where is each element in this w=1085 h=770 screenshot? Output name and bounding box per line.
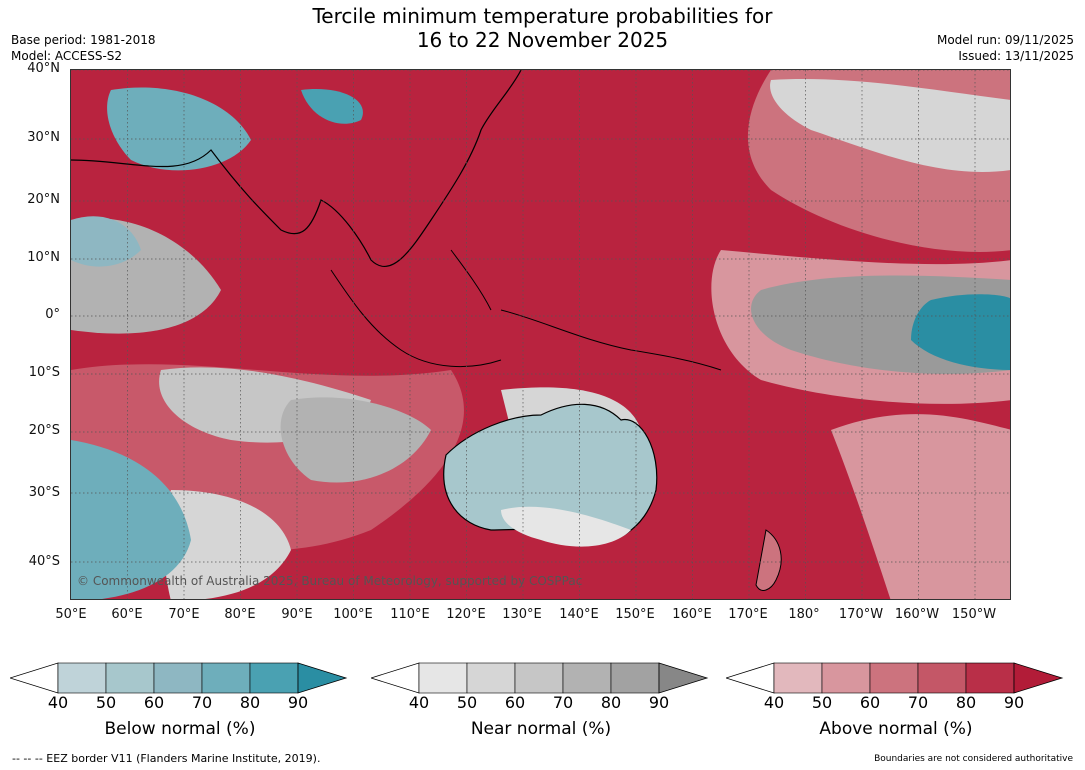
colorbar-tick-label: 50 xyxy=(95,693,117,712)
lat-tick: 10°N xyxy=(27,250,60,265)
lat-tick: 20°S xyxy=(28,423,60,438)
colorbar-below-normal xyxy=(8,661,350,695)
lon-tick: 70°E xyxy=(168,607,200,622)
lat-tick: 40°S xyxy=(28,554,60,569)
lat-tick: 0° xyxy=(45,307,60,322)
lat-tick: 30°S xyxy=(28,485,60,500)
colorbar-below-normal-label: Below normal (%) xyxy=(104,719,256,739)
colorbar-above-normal-label: Above normal (%) xyxy=(819,719,973,739)
base-period: Base period: 1981-2018 xyxy=(11,33,156,47)
map-area xyxy=(70,69,1011,600)
colorbar-min-extend xyxy=(369,662,420,694)
colorbar-tick-label: 70 xyxy=(191,693,213,712)
colorbar-segment xyxy=(965,662,1015,694)
meta-right: Model run: 09/11/2025 Issued: 13/11/2025 xyxy=(937,32,1074,64)
colorbar-tick-label: 90 xyxy=(287,693,309,712)
colorbar-tick-label: 40 xyxy=(763,693,785,712)
lon-tick: 100°E xyxy=(333,607,373,622)
colorbar-segment xyxy=(514,662,564,694)
colorbar-max-extend xyxy=(658,662,709,694)
lat-tick: 30°N xyxy=(27,130,60,145)
colorbar-above-normal xyxy=(724,661,1066,695)
lon-tick: 150°W xyxy=(951,607,997,622)
colorbar-segment xyxy=(201,662,251,694)
lon-tick: 50°E xyxy=(55,607,87,622)
copyright-notice: © Commonwealth of Australia 2025, Bureau… xyxy=(77,574,583,588)
lon-tick: 170°E xyxy=(728,607,768,622)
colorbar-segment xyxy=(869,662,919,694)
lon-tick: 140°E xyxy=(559,607,599,622)
colorbar-near-normal xyxy=(369,661,711,695)
colorbar-tick-label: 50 xyxy=(456,693,478,712)
colorbar-tick-label: 60 xyxy=(504,693,526,712)
australia-landmass xyxy=(443,403,658,544)
colorbar-segment xyxy=(249,662,299,694)
graticule xyxy=(71,70,1010,599)
lon-tick: 170°W xyxy=(838,607,884,622)
colorbar-tick-label: 90 xyxy=(648,693,670,712)
colorbar-max-extend xyxy=(1013,662,1064,694)
eez-border-note: -- -- -- EEZ border V11 (Flanders Marine… xyxy=(12,752,321,765)
lon-tick: 180° xyxy=(788,607,820,622)
colorbar-tick-label: 90 xyxy=(1003,693,1025,712)
colorbar-max-extend xyxy=(297,662,348,694)
colorbar-segment xyxy=(153,662,203,694)
lon-tick: 130°E xyxy=(502,607,542,622)
issued-date: Issued: 13/11/2025 xyxy=(958,49,1074,63)
lon-tick: 80°E xyxy=(224,607,256,622)
colorbar-tick-label: 60 xyxy=(859,693,881,712)
colorbar-min-extend xyxy=(8,662,59,694)
colorbar-above-normal-graphic xyxy=(724,662,1064,694)
colorbar-tick-label: 40 xyxy=(47,693,69,712)
colorbar-tick-label: 60 xyxy=(143,693,165,712)
colorbar-segment xyxy=(610,662,660,694)
colorbar-tick-label: 80 xyxy=(600,693,622,712)
colorbar-tick-label: 40 xyxy=(408,693,430,712)
colorbar-below-normal-graphic xyxy=(8,662,348,694)
colorbar-segment xyxy=(917,662,967,694)
map-canvas xyxy=(71,70,1010,599)
colorbar-segment xyxy=(418,662,468,694)
colorbar-segment xyxy=(57,662,107,694)
colorbar-tick-label: 80 xyxy=(955,693,977,712)
map-title: Tercile minimum temperature probabilitie… xyxy=(0,4,1085,52)
lat-tick: 20°N xyxy=(27,192,60,207)
colorbar-min-extend xyxy=(724,662,775,694)
lon-tick: 60°E xyxy=(111,607,143,622)
lat-tick: 10°S xyxy=(28,365,60,380)
colorbar-near-normal-graphic xyxy=(369,662,709,694)
colorbar-near-normal-label: Near normal (%) xyxy=(470,719,612,739)
lon-tick: 120°E xyxy=(446,607,486,622)
lon-tick: 150°E xyxy=(615,607,655,622)
model-run: Model run: 09/11/2025 xyxy=(936,33,1074,47)
meta-left: Base period: 1981-2018 Model: ACCESS-S2 xyxy=(11,32,156,64)
colorbar-tick-label: 80 xyxy=(239,693,261,712)
colorbar-segment xyxy=(466,662,516,694)
lon-tick: 110°E xyxy=(390,607,430,622)
colorbar-tick-label: 70 xyxy=(552,693,574,712)
title-line-2: 16 to 22 November 2025 xyxy=(416,28,669,52)
colorbar-tick-label: 70 xyxy=(907,693,929,712)
boundaries-disclaimer: Boundaries are not considered authoritat… xyxy=(874,754,1073,764)
colorbar-segment xyxy=(773,662,823,694)
colorbar-segment xyxy=(821,662,871,694)
lat-tick: 40°N xyxy=(27,61,60,76)
lon-tick: 160°E xyxy=(672,607,712,622)
colorbar-segment xyxy=(105,662,155,694)
lon-tick: 160°W xyxy=(894,607,940,622)
colorbar-tick-label: 50 xyxy=(811,693,833,712)
title-line-1: Tercile minimum temperature probabilitie… xyxy=(312,4,773,28)
model-name: Model: ACCESS-S2 xyxy=(11,49,123,63)
lon-tick: 90°E xyxy=(281,607,313,622)
colorbar-segment xyxy=(562,662,612,694)
